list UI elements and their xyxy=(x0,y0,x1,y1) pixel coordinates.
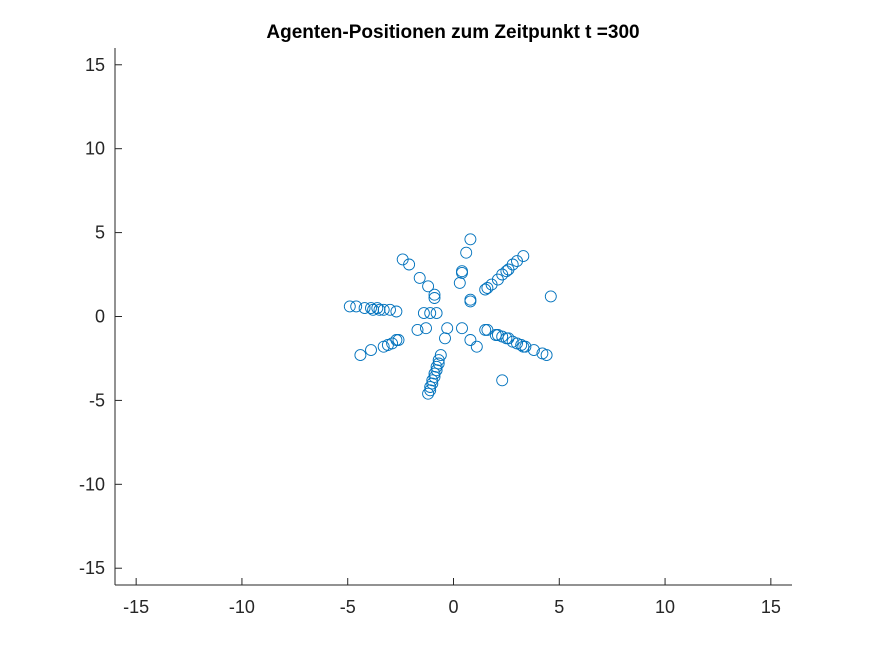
data-point xyxy=(424,307,437,320)
data-point xyxy=(506,258,519,271)
data-point xyxy=(386,337,399,350)
data-point xyxy=(392,334,405,346)
data-point xyxy=(481,282,494,294)
data-point xyxy=(365,302,377,315)
data-point xyxy=(479,323,492,336)
data-point xyxy=(441,322,454,335)
data-point xyxy=(354,349,367,362)
x-tick-label: -15 xyxy=(123,597,149,617)
data-point xyxy=(350,300,363,313)
data-point xyxy=(384,303,396,316)
data-point xyxy=(464,295,477,308)
data-point xyxy=(453,276,466,289)
data-point xyxy=(527,344,540,357)
data-point xyxy=(432,357,445,370)
data-point xyxy=(456,322,468,335)
x-tick-label: 10 xyxy=(655,597,675,617)
y-tick-label: 15 xyxy=(85,55,105,75)
data-point xyxy=(424,381,437,393)
data-point xyxy=(430,360,443,373)
data-point xyxy=(390,305,403,318)
data-point xyxy=(434,349,447,362)
chart-title: Agenten-Positionen zum Zeitpunkt t =300 xyxy=(266,22,639,43)
axes: -15 -10 -5 0 5 10 15 -15 -10 -5 0 5 10 15 xyxy=(79,48,792,617)
x-tick-label: -10 xyxy=(229,597,255,617)
data-point xyxy=(428,292,441,304)
data-point xyxy=(413,271,426,284)
y-tick-label: 5 xyxy=(95,223,105,243)
data-point xyxy=(430,364,443,377)
data-point xyxy=(403,258,416,271)
y-tick-label: 10 xyxy=(85,139,105,159)
data-point xyxy=(432,354,445,367)
data-point xyxy=(430,307,443,320)
data-point xyxy=(464,334,477,346)
x-tick-label: 0 xyxy=(448,597,458,617)
data-point xyxy=(428,370,441,383)
data-point xyxy=(420,322,432,335)
data-point xyxy=(481,323,494,336)
data-point xyxy=(460,246,473,259)
data-point xyxy=(489,329,502,341)
data-point xyxy=(464,233,477,246)
data-point xyxy=(358,302,371,315)
data-point xyxy=(519,340,532,353)
data-point xyxy=(411,323,424,336)
data-point xyxy=(377,303,390,316)
data-point xyxy=(424,384,437,397)
data-point xyxy=(470,340,483,353)
data-point xyxy=(428,367,441,380)
data-point xyxy=(426,374,439,387)
data-point xyxy=(496,374,509,387)
data-point xyxy=(439,332,451,345)
data-point xyxy=(544,290,557,303)
data-point xyxy=(422,280,435,293)
y-tick-label: -15 xyxy=(79,558,105,578)
data-point xyxy=(517,250,530,263)
data-point xyxy=(456,266,468,279)
x-tick-label: -5 xyxy=(340,597,356,617)
y-tick-label: -5 xyxy=(89,390,105,410)
data-point xyxy=(426,377,439,390)
data-point xyxy=(373,303,386,316)
data-point xyxy=(428,288,441,301)
data-point xyxy=(417,307,430,320)
data-point xyxy=(500,265,513,278)
data-point xyxy=(343,300,356,313)
y-tick-label: 0 xyxy=(95,307,105,327)
data-point xyxy=(540,349,553,362)
data-points xyxy=(343,233,557,400)
x-tick-label: 15 xyxy=(761,597,781,617)
data-point xyxy=(371,302,384,315)
data-point xyxy=(422,387,435,400)
x-tick-label: 5 xyxy=(554,597,564,617)
data-point xyxy=(365,344,377,357)
y-tick-label: -10 xyxy=(79,474,105,494)
